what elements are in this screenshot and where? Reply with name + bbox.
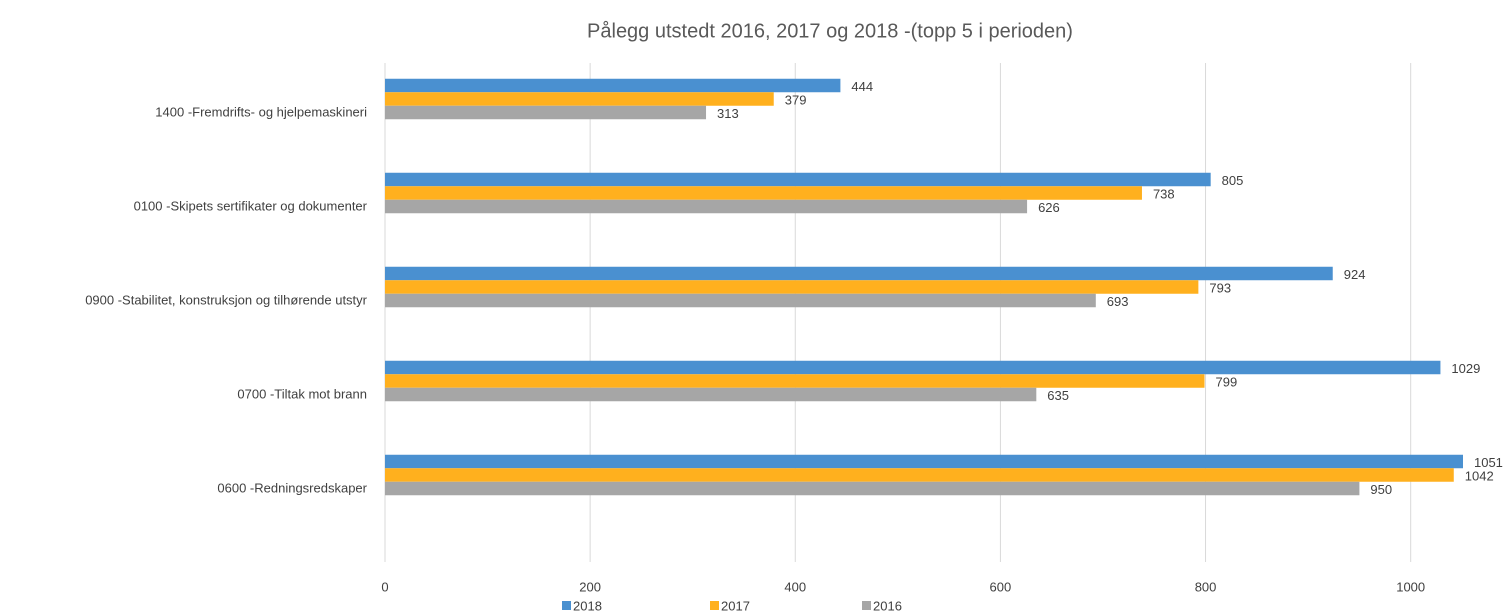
data-label: 635 [1047, 388, 1069, 403]
x-tick-label: 400 [784, 579, 806, 594]
bar [385, 186, 1142, 200]
bar [385, 387, 1037, 402]
bar [385, 293, 1096, 308]
data-label: 313 [717, 106, 739, 121]
chart-title: Pålegg utstedt 2016, 2017 og 2018 -(topp… [587, 20, 1073, 42]
bar [385, 468, 1454, 482]
legend-label: 2018 [573, 598, 602, 613]
bar [385, 92, 774, 106]
bar [385, 266, 1333, 281]
y-tick-label: 0900 -Stabilitet, konstruksjon og tilhør… [85, 292, 367, 307]
data-label: 1029 [1451, 361, 1480, 376]
legend-swatch [862, 601, 871, 610]
data-label: 950 [1370, 482, 1392, 497]
x-tick-label: 200 [579, 579, 601, 594]
data-label: 1042 [1465, 468, 1494, 483]
y-tick-label: 0700 -Tiltak mot brann [237, 386, 367, 401]
x-tick-label: 600 [990, 579, 1012, 594]
data-label: 379 [785, 92, 807, 107]
legend-label: 2016 [873, 598, 902, 613]
y-tick-label: 1400 -Fremdrifts- og hjelpemaskineri [155, 104, 367, 119]
bar [385, 454, 1463, 469]
bar [385, 481, 1360, 496]
y-tick-label: 0100 -Skipets sertifikater og dokumenter [134, 198, 368, 213]
data-label: 738 [1153, 186, 1175, 201]
x-tick-label: 1000 [1396, 579, 1425, 594]
x-tick-label: 800 [1195, 579, 1217, 594]
bar [385, 78, 841, 93]
bar [385, 172, 1211, 187]
data-label: 444 [851, 79, 873, 94]
data-label: 793 [1209, 280, 1231, 295]
bar [385, 280, 1199, 294]
bar [385, 374, 1205, 388]
x-tick-label: 0 [381, 579, 388, 594]
data-label: 924 [1344, 267, 1366, 282]
data-label: 626 [1038, 200, 1060, 215]
legend-label: 2017 [721, 598, 750, 613]
legend-swatch [710, 601, 719, 610]
data-label: 1051 [1474, 455, 1503, 470]
data-label: 693 [1107, 294, 1129, 309]
legend-swatch [562, 601, 571, 610]
data-label: 805 [1222, 173, 1244, 188]
bar [385, 360, 1441, 375]
bar [385, 105, 707, 120]
data-label: 799 [1216, 374, 1238, 389]
y-tick-label: 0600 -Redningsredskaper [217, 480, 367, 495]
bar [385, 199, 1028, 214]
